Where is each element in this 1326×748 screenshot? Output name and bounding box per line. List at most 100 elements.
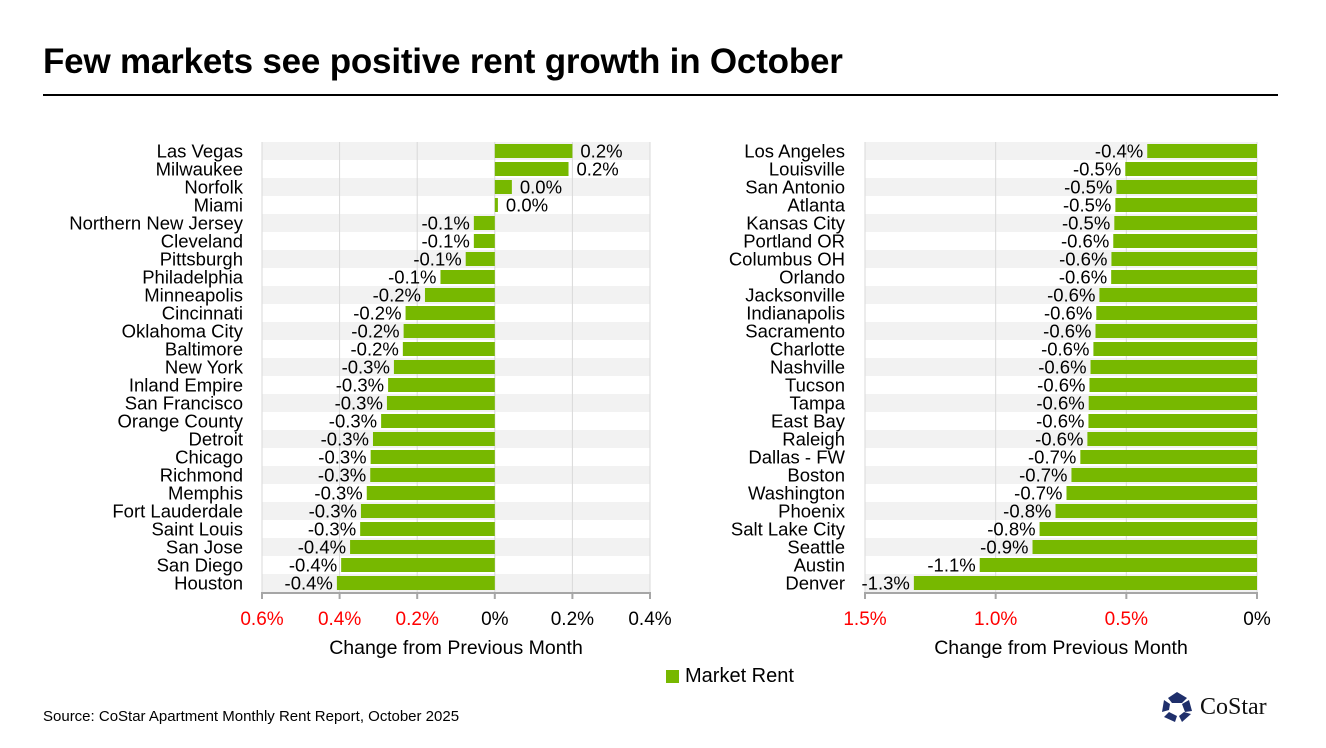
data-label: -0.6% — [1036, 411, 1084, 432]
data-label: -0.6% — [1043, 321, 1091, 342]
category-label: Columbus OH — [729, 249, 845, 270]
bar — [1087, 432, 1257, 446]
data-label: -0.6% — [1041, 339, 1089, 360]
data-label: -0.4% — [285, 573, 333, 594]
costar-star-icon — [1162, 692, 1192, 722]
data-label: -0.3% — [329, 411, 377, 432]
category-label: Inland Empire — [129, 375, 243, 396]
bar — [381, 414, 495, 428]
data-label: 0.2% — [577, 159, 619, 180]
bar — [341, 558, 495, 572]
category-label: Denver — [785, 573, 845, 594]
category-label: Baltimore — [165, 339, 243, 360]
category-label: East Bay — [771, 411, 846, 432]
logo-text: CoStar — [1200, 693, 1267, 720]
category-label: Phoenix — [778, 501, 846, 522]
data-label: -0.6% — [1044, 303, 1092, 324]
data-label: -0.1% — [388, 267, 436, 288]
data-label: -0.3% — [335, 393, 383, 414]
x-tick-label: 1.5% — [843, 609, 886, 630]
bar — [494, 198, 498, 212]
category-label: San Jose — [166, 537, 243, 558]
category-label: Tucson — [785, 375, 845, 396]
data-label: -0.9% — [980, 537, 1028, 558]
bar — [1147, 144, 1257, 158]
data-label: -0.7% — [1014, 483, 1062, 504]
bar — [473, 216, 495, 230]
data-label: -0.2% — [351, 339, 399, 360]
category-label: Houston — [174, 573, 243, 594]
category-label: Louisville — [769, 159, 845, 180]
data-label: -1.3% — [862, 573, 910, 594]
category-label: Miami — [194, 195, 243, 216]
category-label: Raleigh — [782, 429, 845, 450]
x-tick-label: 0.6% — [240, 609, 283, 630]
legend-label: Market Rent — [685, 665, 794, 687]
data-label: -0.5% — [1064, 177, 1112, 198]
data-label: -0.6% — [1059, 249, 1107, 270]
bar — [494, 162, 569, 176]
data-label: -0.3% — [309, 501, 357, 522]
category-label: Oklahoma City — [122, 321, 244, 342]
bar — [1116, 180, 1257, 194]
category-label: Sacramento — [745, 321, 845, 342]
bar — [1080, 450, 1257, 464]
x-axis-title: Change from Previous Month — [329, 637, 583, 659]
data-label: -0.4% — [298, 537, 346, 558]
category-label: Minneapolis — [144, 285, 243, 306]
bar — [979, 558, 1257, 572]
data-label: -0.3% — [336, 375, 384, 396]
bar — [336, 576, 495, 590]
category-label: Norfolk — [184, 177, 243, 198]
bar — [1032, 540, 1257, 554]
source-note: Source: CoStar Apartment Monthly Rent Re… — [43, 708, 460, 725]
x-tick-label: 0.4% — [628, 609, 671, 630]
row-stripe — [262, 178, 650, 196]
category-label: New York — [165, 357, 244, 378]
data-label: -0.6% — [1061, 231, 1109, 252]
right-chart: Los Angeles -0.4% Louisville -0.5% San Anton… — [729, 141, 1271, 660]
category-label: Richmond — [160, 465, 243, 486]
bar — [388, 378, 495, 392]
x-tick-label: 0.2% — [551, 609, 594, 630]
data-label: -0.3% — [321, 429, 369, 450]
bar — [494, 144, 573, 158]
category-label: Washington — [748, 483, 845, 504]
bar — [1113, 234, 1257, 248]
left-chart: Las Vegas 0.2% Milwaukee 0.2% Norfolk 0.0% Mia… — [69, 141, 672, 660]
category-label: Pittsburgh — [160, 249, 243, 270]
bar — [360, 522, 495, 536]
category-label: Chicago — [175, 447, 243, 468]
category-label: Jacksonville — [745, 285, 845, 306]
category-label: Tampa — [789, 393, 845, 414]
bar — [386, 396, 495, 410]
bar — [1111, 252, 1257, 266]
category-label: Salt Lake City — [731, 519, 846, 540]
bar — [350, 540, 495, 554]
bar — [494, 180, 512, 194]
bar — [473, 234, 495, 248]
data-label: -0.1% — [422, 231, 470, 252]
data-label: -0.1% — [413, 249, 461, 270]
bar — [1066, 486, 1257, 500]
bar — [1071, 468, 1257, 482]
bar — [1115, 198, 1257, 212]
category-label: Detroit — [189, 429, 244, 450]
data-label: -0.7% — [1028, 447, 1076, 468]
category-label: Orlando — [779, 267, 845, 288]
bar — [1099, 288, 1257, 302]
category-label: Boston — [787, 465, 845, 486]
bar — [360, 504, 495, 518]
bar — [913, 576, 1257, 590]
category-label: Northern New Jersey — [69, 213, 244, 234]
data-label: -0.6% — [1037, 375, 1085, 396]
category-label: Fort Lauderdale — [112, 501, 243, 522]
category-label: Nashville — [770, 357, 845, 378]
category-label: San Francisco — [125, 393, 243, 414]
category-label: Charlotte — [770, 339, 845, 360]
bar — [440, 270, 495, 284]
data-label: -0.3% — [314, 483, 362, 504]
bar — [402, 342, 495, 356]
category-label: Portland OR — [743, 231, 845, 252]
